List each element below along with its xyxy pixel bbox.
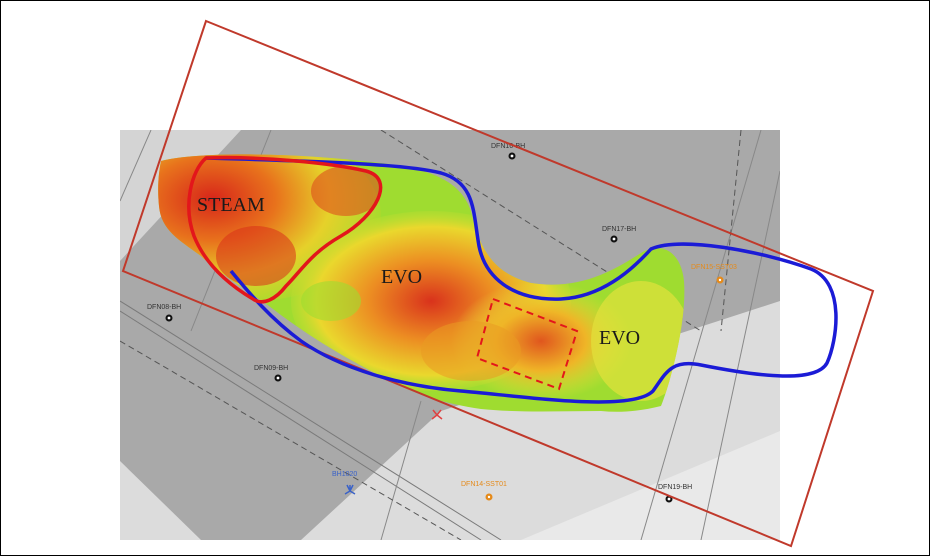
evo-outline bbox=[205, 156, 838, 404]
borehole-label: DFN17-BH bbox=[602, 226, 636, 233]
zone-label-steam: STEAM bbox=[197, 194, 265, 216]
borehole-dfn08[interactable]: DFN08-BH bbox=[147, 304, 181, 322]
borehole-dfn17[interactable]: DFN17-BH bbox=[602, 226, 636, 243]
borehole-label: DFN16-BH bbox=[491, 143, 525, 150]
probe-label: DFN14-SST01 bbox=[461, 481, 507, 488]
heatmap-plume bbox=[158, 154, 685, 412]
borehole-label: DFN09-BH bbox=[254, 365, 288, 372]
borehole-label: DFN08-BH bbox=[147, 304, 181, 311]
borehole-label: DFN19-BH bbox=[658, 484, 692, 491]
red-marker-icon bbox=[431, 409, 443, 420]
target-zone-box bbox=[475, 297, 579, 391]
borehole-dfn09[interactable]: DFN09-BH bbox=[254, 365, 288, 382]
probe-dfn14[interactable]: DFN14-SST01 bbox=[461, 481, 507, 501]
site-boundary-frame bbox=[121, 19, 875, 548]
zone-label-evo-center: EVO bbox=[381, 266, 422, 288]
marker-bh1020[interactable]: BH1020 bbox=[332, 471, 357, 495]
probe-label: DFN15-SST03 bbox=[691, 264, 737, 271]
zone-label-evo-right: EVO bbox=[599, 327, 640, 349]
steam-outline bbox=[187, 155, 383, 304]
marker-label: BH1020 bbox=[332, 471, 357, 478]
borehole-dfn16[interactable]: DFN16-BH bbox=[491, 143, 525, 160]
probe-dfn15[interactable]: DFN15-SST03 bbox=[691, 264, 737, 284]
